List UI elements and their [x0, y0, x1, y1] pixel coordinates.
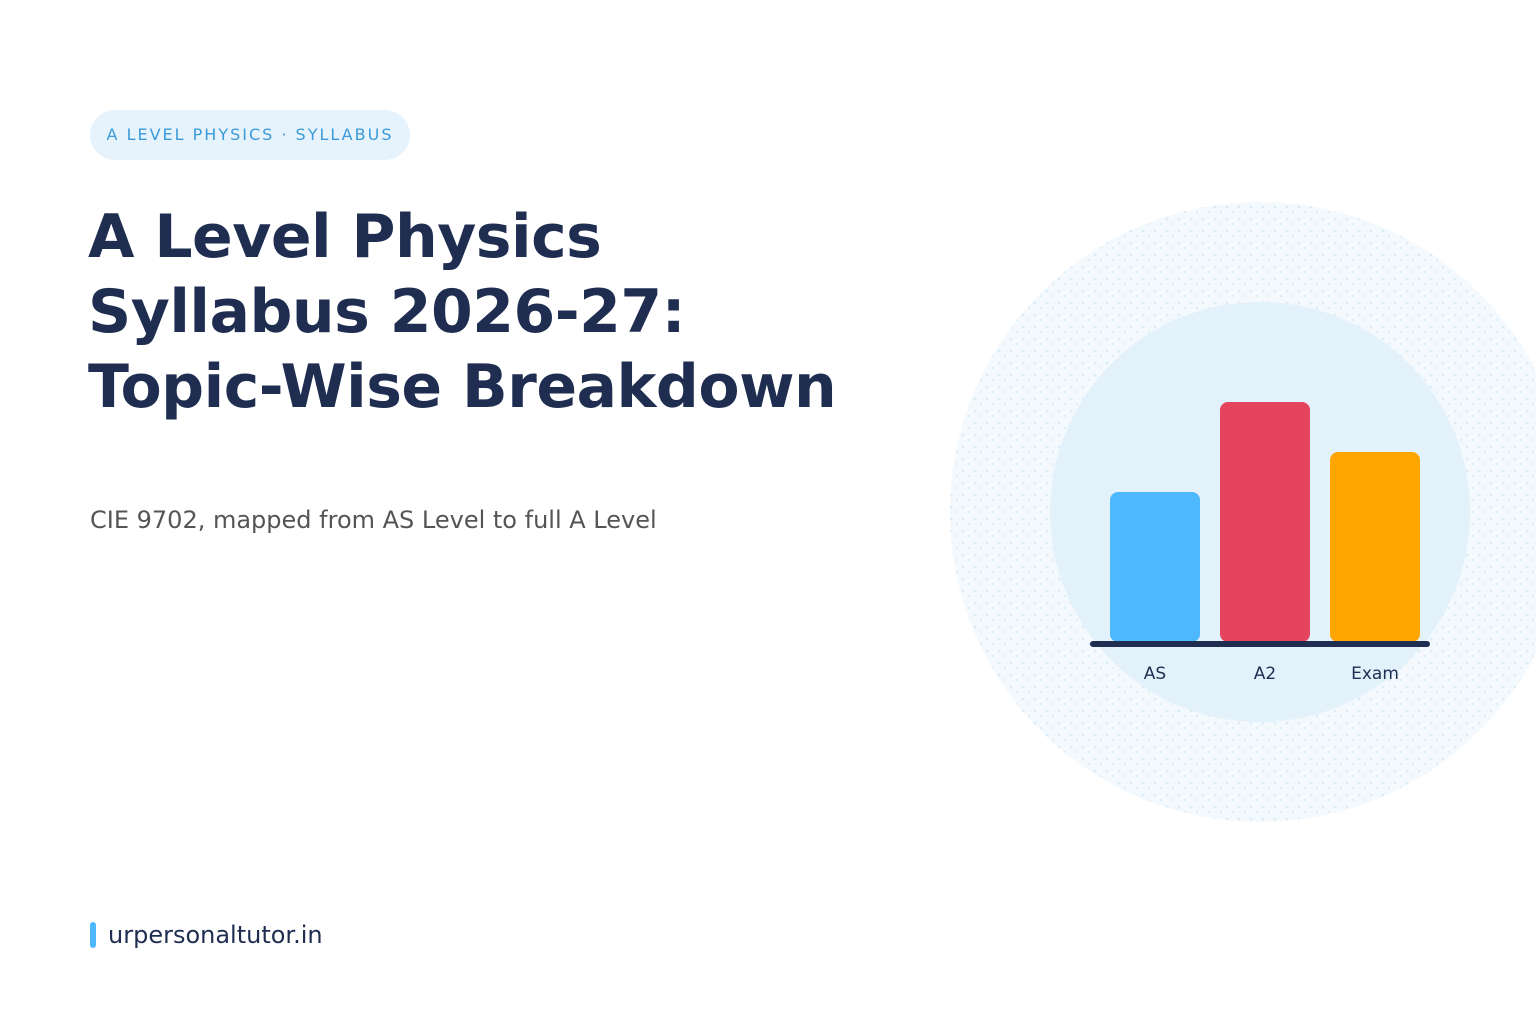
badge: A LEVEL PHYSICS · SYLLABUS	[90, 110, 410, 160]
subtitle: CIE 9702, mapped from AS Level to full A…	[90, 506, 657, 534]
inner-circle	[1050, 302, 1470, 722]
bar-label: Exam	[1351, 664, 1399, 684]
outer-circle	[950, 202, 1536, 822]
footer: urpersonaltutor.in	[90, 920, 323, 950]
bar-shape	[1330, 452, 1420, 642]
title-line: Topic-Wise Breakdown	[88, 352, 837, 422]
bar-label: AS	[1144, 664, 1166, 684]
baseline	[1090, 641, 1430, 647]
bar-shape	[1220, 402, 1310, 642]
bar-label: A2	[1254, 664, 1276, 684]
title-line: A Level Physics	[88, 202, 602, 272]
title-line: Syllabus 2026-27:	[88, 277, 686, 347]
footer-link[interactable]: urpersonaltutor.in	[108, 921, 323, 949]
bar-shape	[1110, 492, 1200, 642]
footer-accent	[90, 922, 96, 948]
title: A Level Physics Syllabus 2026-27: Topic-…	[88, 200, 837, 425]
